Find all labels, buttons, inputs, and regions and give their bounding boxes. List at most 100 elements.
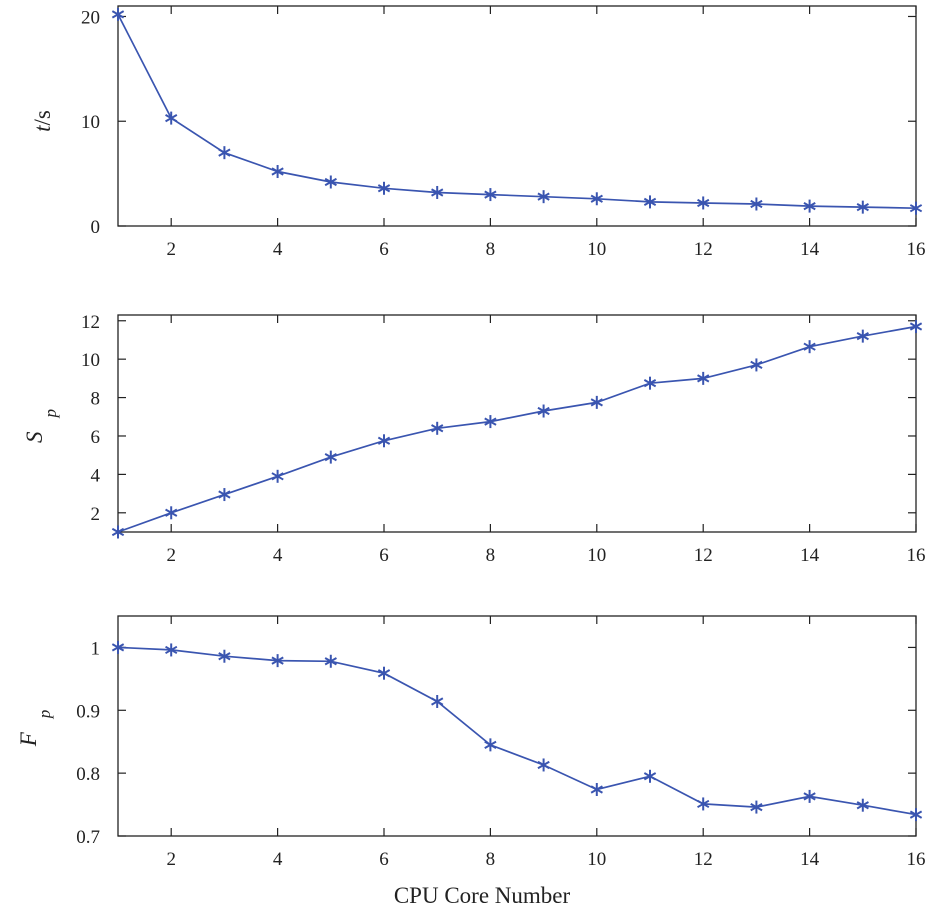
y-axis-label-time: t/s	[30, 110, 55, 132]
x-tick-label: 4	[273, 545, 283, 566]
marker-stroke	[590, 785, 603, 794]
data-point-marker	[803, 340, 816, 354]
marker-stroke	[431, 697, 444, 706]
data-point-marker	[377, 666, 391, 680]
x-tick-label: 14	[800, 545, 820, 566]
data-point-marker	[750, 197, 763, 211]
data-point-marker	[111, 640, 125, 654]
data-point-marker	[697, 196, 710, 210]
marker-stroke	[643, 197, 657, 207]
data-point-marker	[643, 195, 657, 209]
data-point-marker	[537, 190, 550, 204]
panel-efficiency: 2 4 6 8 10 12 14 16 0.7 0.8 0.9 1 Fp	[16, 615, 926, 870]
data-point-marker	[590, 395, 603, 409]
data-point-marker	[218, 488, 231, 502]
data-point-marker	[856, 200, 869, 214]
y-tick-label: 20	[81, 7, 100, 28]
data-point-marker	[165, 111, 178, 125]
marker-stroke	[909, 322, 923, 331]
y-tick-label: 0.8	[76, 764, 100, 785]
x-tick-label: 8	[486, 849, 496, 870]
marker-stroke	[218, 148, 231, 157]
data-point-marker	[856, 329, 869, 343]
marker-stroke	[484, 417, 497, 426]
data-point-marker	[537, 758, 550, 772]
marker-stroke	[590, 194, 603, 203]
data-point-marker	[643, 376, 657, 390]
plot-frame	[117, 5, 917, 227]
marker-stroke	[643, 772, 657, 781]
data-point-marker	[165, 643, 178, 657]
data-point-marker	[484, 188, 497, 202]
data-point-marker	[750, 358, 763, 372]
data-point-marker	[111, 7, 125, 21]
panel-speedup: 2 4 6 8 10 12 14 16 2 4 6 8 10 12 Sp	[22, 312, 926, 566]
data-point-marker	[111, 525, 125, 539]
x-tick-label: 14	[800, 849, 820, 870]
y-axis-label-main: F	[16, 731, 41, 747]
marker-stroke	[111, 10, 125, 19]
y-tick-label: 0.9	[76, 701, 100, 722]
marker-stroke	[803, 201, 816, 211]
plot-frame	[117, 615, 917, 837]
data-point-marker	[803, 199, 816, 213]
data-point-marker	[484, 415, 497, 429]
marker-stroke	[697, 799, 710, 809]
marker-stroke	[643, 379, 657, 388]
marker-stroke	[537, 760, 550, 770]
data-point-marker	[271, 654, 284, 668]
x-tick-label: 8	[486, 239, 496, 260]
x-tick-label: 2	[166, 239, 176, 260]
y-tick-label: 0.7	[76, 827, 100, 848]
data-point-marker	[377, 434, 391, 448]
y-axis-label-sub: p	[35, 710, 54, 720]
data-point-marker	[271, 165, 284, 179]
series-line	[117, 325, 917, 533]
y-axis-label-sub: p	[41, 409, 60, 419]
marker-stroke	[750, 199, 763, 209]
data-point-marker	[909, 320, 923, 334]
data-point-marker	[697, 371, 710, 385]
y-tick-label: 8	[91, 389, 101, 410]
x-tick-label: 12	[694, 849, 713, 870]
marker-stroke	[856, 801, 869, 810]
marker-stroke	[484, 190, 497, 199]
x-tick-label: 2	[166, 545, 176, 566]
x-tick-label: 4	[273, 849, 283, 870]
y-axis-label-main: S	[22, 431, 47, 443]
x-tick-label: 6	[379, 239, 389, 260]
marker-stroke	[697, 374, 710, 383]
x-tick-label: 10	[587, 849, 606, 870]
marker-stroke	[324, 657, 337, 666]
marker-stroke	[537, 192, 550, 201]
marker-stroke	[377, 184, 391, 193]
data-point-marker	[218, 649, 231, 663]
marker-stroke	[324, 177, 337, 187]
data-point-marker	[750, 800, 763, 814]
y-tick-label: 6	[91, 427, 101, 448]
y-tick-label: 2	[91, 504, 101, 525]
marker-stroke	[909, 810, 923, 819]
data-point-marker	[537, 404, 550, 418]
x-tick-label: 12	[694, 545, 713, 566]
y-tick-label: 1	[91, 638, 101, 659]
y-tick-label: 10	[81, 112, 100, 133]
data-point-marker	[697, 797, 710, 811]
data-point-marker	[590, 782, 603, 796]
marker-stroke	[377, 436, 391, 445]
marker-stroke	[803, 792, 816, 801]
x-tick-label: 14	[800, 239, 820, 260]
data-point-marker	[484, 738, 497, 752]
x-axis-label: CPU Core Number	[394, 883, 571, 908]
x-tick-label: 4	[273, 239, 283, 260]
data-point-marker	[271, 469, 284, 483]
data-point-marker	[803, 789, 816, 803]
marker-stroke	[697, 198, 710, 208]
x-tick-label: 6	[379, 545, 389, 566]
x-tick-label: 16	[907, 239, 926, 260]
marker-stroke	[218, 652, 231, 661]
marker-stroke	[909, 204, 923, 213]
series-line	[117, 646, 917, 816]
marker-stroke	[856, 332, 869, 341]
